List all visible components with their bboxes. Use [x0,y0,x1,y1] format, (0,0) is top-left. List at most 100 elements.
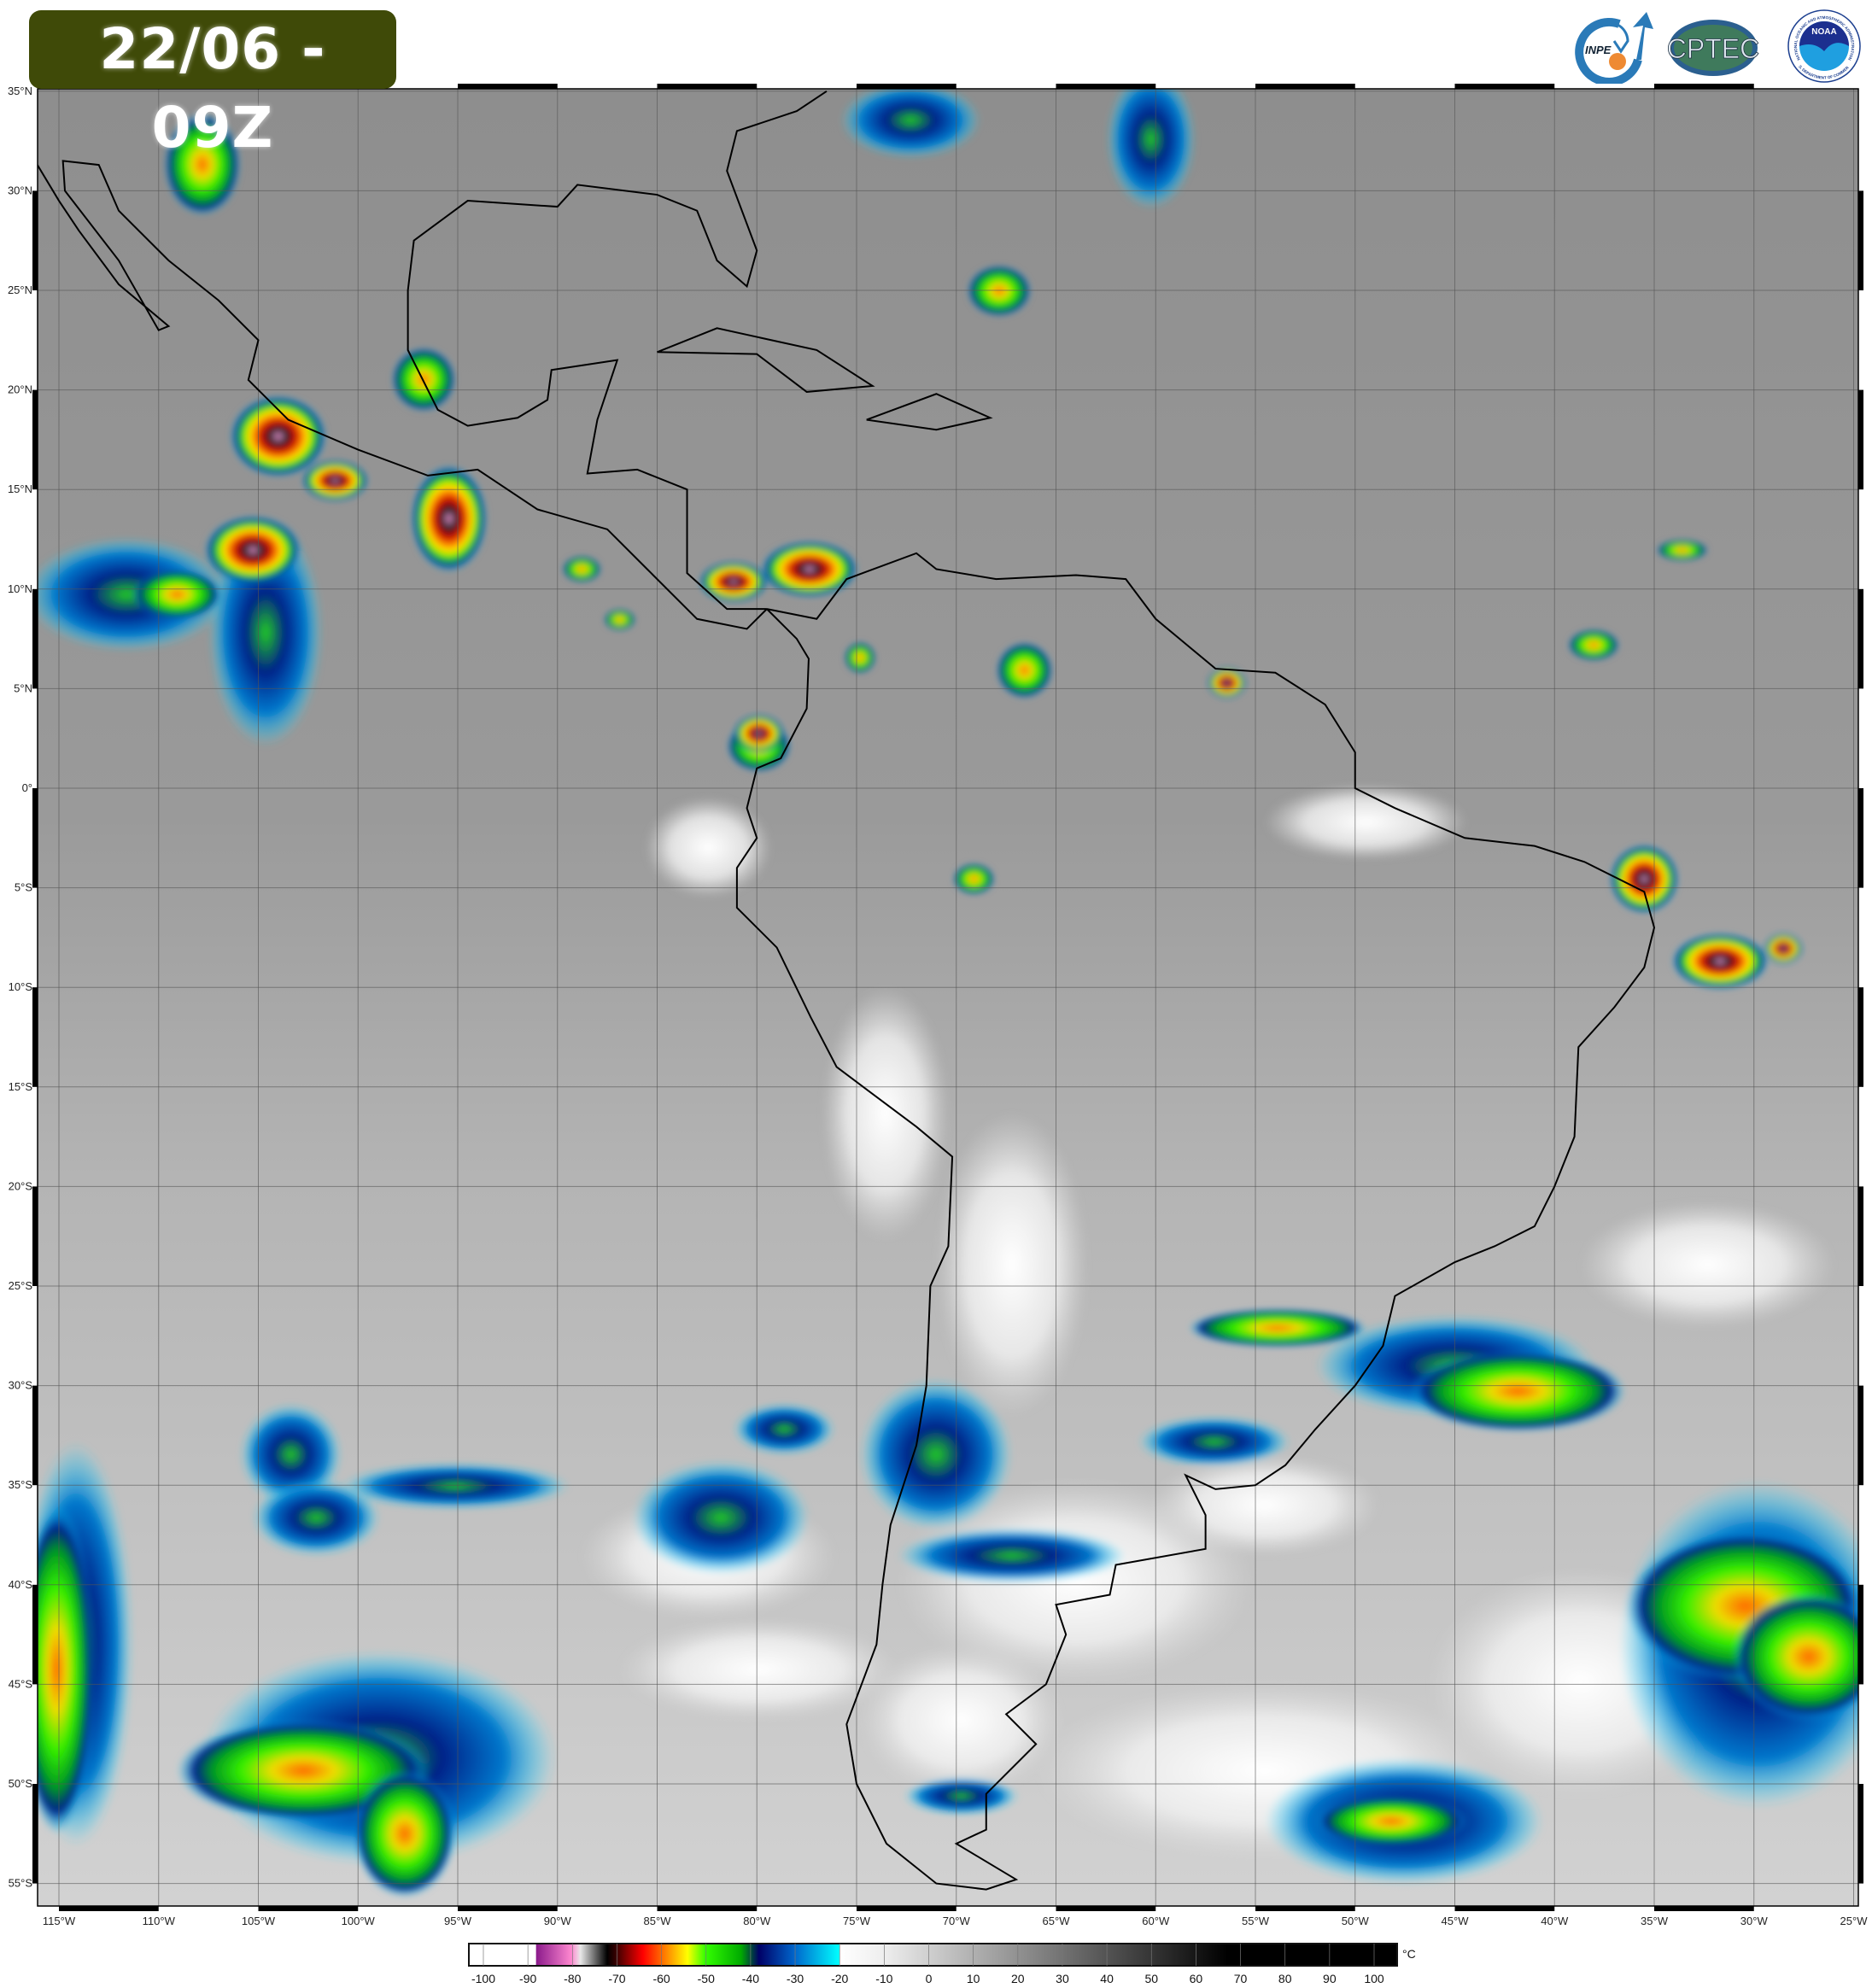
coastline [735,552,1656,1891]
lon-label: 50°W [1342,1915,1370,1927]
lat-label: 55°S [9,1877,33,1890]
colorbar-tick-label: -80 [564,1972,581,1985]
colorbar-tick-label: 20 [1011,1972,1025,1985]
cloud-mid [1732,1593,1858,1721]
lon-label: 25°W [1840,1915,1869,1927]
colorbar-tick-label: 70 [1234,1972,1248,1985]
colorbar-tick-label: -70 [608,1972,625,1985]
cloud-low [733,1403,835,1455]
cloud-deep [699,561,768,602]
cloud-white [1150,1454,1379,1556]
cloud-white [1265,784,1467,861]
cloud-mid [392,348,456,412]
lon-label: 70°W [943,1915,971,1927]
svg-text:INPE: INPE [1585,44,1612,56]
colorbar-tick-label: -60 [652,1972,670,1985]
colorbar-tick-label: 90 [1323,1972,1337,1985]
cloud-deep [204,516,301,585]
cloud-mid [1189,1308,1366,1348]
svg-text:CPTEC: CPTEC [1667,33,1759,64]
cloud-mid [1315,1796,1467,1847]
lat-label: 15°N [8,482,32,495]
lon-label: 45°W [1442,1915,1470,1927]
colorbar-tick-label: 100 [1364,1972,1384,1985]
colorbar-tick-label: 60 [1190,1972,1203,1985]
cloud-low [898,1528,1126,1584]
lat-label: 20°S [9,1179,33,1192]
cloud-deep [761,541,858,598]
cloud-low [253,1479,380,1556]
colorbar-tick-label: -10 [875,1972,892,1985]
cloud-deep [1764,933,1803,964]
lat-label: 25°N [8,284,32,296]
cloud-deep [1208,667,1246,699]
cloud-white [935,1113,1088,1417]
cloud-low [840,89,980,159]
cloud-white [1581,1201,1834,1329]
lon-label: 75°W [843,1915,871,1927]
agency-logos: INPE CPTEC NOAA NATIONAL OCEANIC AND ATM… [1568,7,1861,84]
coastline [407,90,828,611]
lon-label: 105°W [242,1915,276,1927]
cloud-low [860,1378,1012,1531]
lon-label: 30°W [1740,1915,1769,1927]
lat-label: 35°S [9,1478,33,1491]
colorbar-tick-label: 30 [1056,1972,1069,1985]
cloud-low [632,1460,810,1575]
svg-text:NOAA: NOAA [1811,27,1836,37]
cloud-mid [1410,1350,1626,1432]
coastline [866,393,993,431]
colorbar-tick-label: 40 [1100,1972,1114,1985]
lat-label: 30°S [9,1379,33,1392]
lat-label: 15°S [9,1080,33,1093]
cloud-white [822,986,949,1240]
cloud-deep [1610,845,1679,914]
cloud-mid [997,642,1053,699]
coastline [657,327,875,393]
colorbar-tick-label: -30 [787,1972,804,1985]
lon-label: 40°W [1541,1915,1569,1927]
colorbar-tick-label: 50 [1144,1972,1158,1985]
colorbar-tick-label: 0 [926,1972,933,1985]
lon-label: 55°W [1242,1915,1270,1927]
coastlines [38,90,1656,1891]
cloud-mid [953,863,995,895]
colorbar-tick-label: -90 [519,1972,536,1985]
cloud-mid [967,266,1032,317]
lon-label: 95°W [444,1915,472,1927]
lat-label: 40°S [9,1578,33,1591]
colorbar-bar [468,1943,1398,1967]
lon-label: 80°W [743,1915,771,1927]
cloud-low [38,537,228,652]
lat-label: 5°S [15,881,32,894]
colorbar: -100 -90 -80 -70 -60 -50 -40 -30 -20 -10 0 10 20 30 40… [468,1943,1416,1985]
cloud-low [1106,89,1196,209]
axis-labels: 115°W 110°W 105°W 100°W 95°W 90°W 85°W 80°W 75°W… [8,85,1868,1927]
lat-label: 30°N [8,184,32,196]
lon-label: 110°W [143,1915,176,1927]
cloud-deep [230,395,327,477]
inpe-logo: INPE [1575,12,1653,84]
cloud-mid [1568,629,1619,661]
lat-label: 25°S [9,1279,33,1292]
cloud-mid [1657,540,1708,561]
colorbar-tick-label: 10 [967,1972,980,1985]
colorbar-tick-label: -100 [471,1972,495,1985]
lat-label: 5°N [14,681,32,694]
cloud-low [904,1776,1019,1816]
lon-label: 60°W [1142,1915,1170,1927]
colorbar-unit: °C [1402,1947,1416,1961]
cloud-mid [563,556,601,582]
cloud-deep [301,460,368,501]
cloud-white [860,1644,1063,1797]
lat-label: 20°N [8,383,32,396]
lat-label: 45°S [9,1677,33,1690]
cloud-mid [132,569,222,620]
cptec-logo: CPTEC [1666,20,1760,76]
lon-label: 35°W [1641,1915,1669,1927]
lon-label: 85°W [644,1915,672,1927]
colorbar-tick-label: -40 [742,1972,759,1985]
cloud-low [1138,1416,1290,1467]
lon-label: 100°W [342,1915,376,1927]
